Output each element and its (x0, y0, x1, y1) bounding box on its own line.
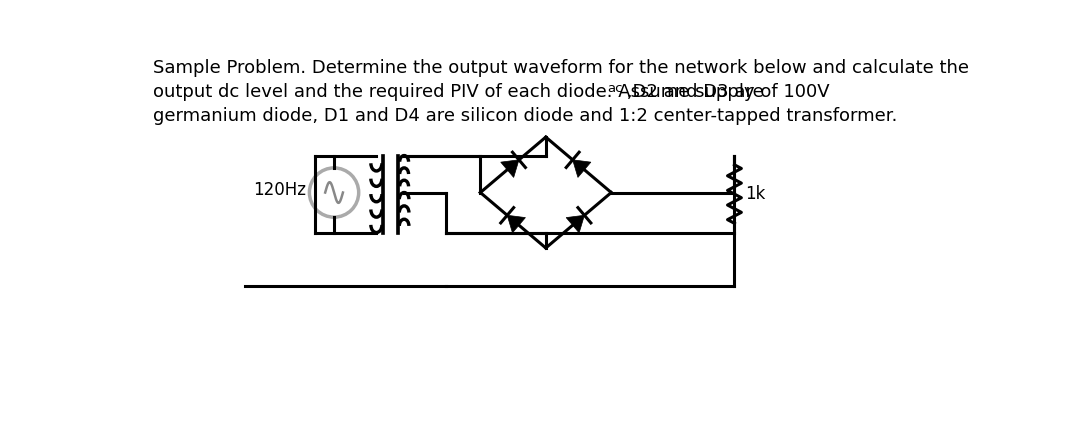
Text: ,D2 and D3 are: ,D2 and D3 are (621, 83, 764, 101)
Polygon shape (501, 160, 519, 178)
Polygon shape (566, 215, 584, 233)
Polygon shape (508, 215, 526, 233)
Text: 120Hz: 120Hz (254, 181, 307, 199)
Polygon shape (572, 160, 591, 178)
Text: 1k: 1k (745, 185, 766, 203)
Text: ac: ac (607, 82, 623, 95)
Text: output dc level and the required PIV of each diode. Assume supply of 100V: output dc level and the required PIV of … (153, 83, 829, 101)
Text: germanium diode, D1 and D4 are silicon diode and 1:2 center-tapped transformer.: germanium diode, D1 and D4 are silicon d… (153, 107, 897, 125)
Text: Sample Problem. Determine the output waveform for the network below and calculat: Sample Problem. Determine the output wav… (153, 59, 969, 78)
